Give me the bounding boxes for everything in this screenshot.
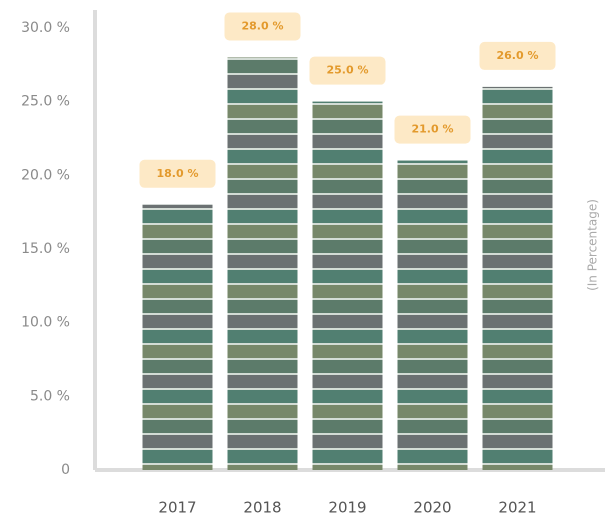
value-label-box <box>224 12 301 41</box>
y-axis-title: (In Percentage) <box>586 199 600 291</box>
x-tick-label: 2021 <box>498 499 536 517</box>
x-tick-label: 2018 <box>243 499 281 517</box>
book-stack <box>397 160 468 470</box>
x-tick-label: 2019 <box>328 499 366 517</box>
value-label: 18.0 % <box>157 167 199 180</box>
book-stack <box>142 204 213 471</box>
value-label-box <box>394 115 471 144</box>
value-label: 28.0 % <box>242 19 284 32</box>
y-tick-label: 5.0 % <box>30 388 70 404</box>
y-tick-label: 20.0 % <box>21 167 70 183</box>
value-label: 21.0 % <box>412 123 454 136</box>
value-label: 25.0 % <box>327 64 369 77</box>
value-label-box <box>309 56 386 85</box>
book-stack <box>227 57 298 470</box>
x-tick-label: 2020 <box>413 499 451 517</box>
value-label: 26.0 % <box>497 49 539 62</box>
y-tick-label: 30.0 % <box>21 20 70 36</box>
x-tick-label: 2017 <box>158 499 196 517</box>
y-tick-label: 15.0 % <box>21 241 70 257</box>
value-label-box <box>139 159 216 188</box>
y-tick-label: 0 <box>61 462 70 478</box>
book-stack <box>482 86 553 470</box>
y-tick-label: 25.0 % <box>21 94 70 110</box>
y-tick-label: 10.0 % <box>21 315 70 331</box>
book-stack <box>312 101 383 471</box>
value-label-box <box>479 41 556 70</box>
